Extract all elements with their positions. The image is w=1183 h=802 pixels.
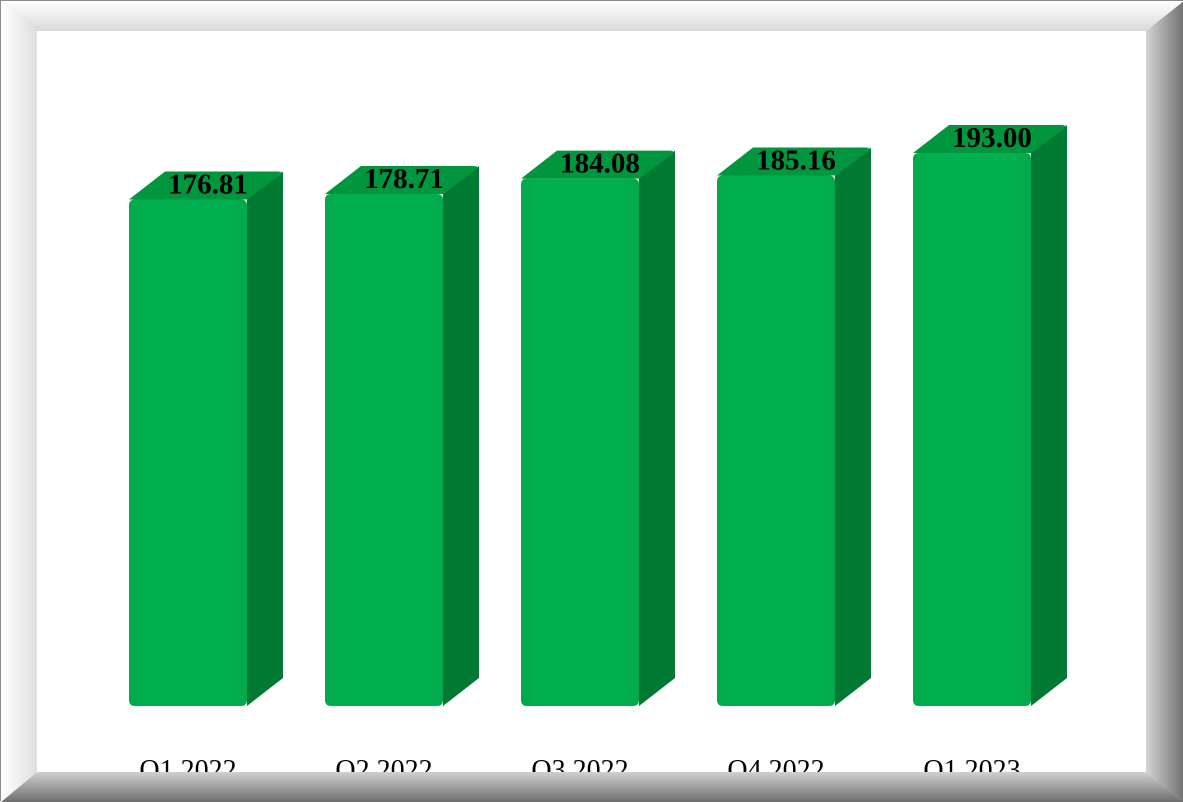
category-label: Q2 2022 bbox=[335, 755, 432, 772]
bar-top bbox=[913, 125, 1066, 154]
category-label: Q4 2022 bbox=[727, 755, 824, 772]
category-label: Q1 2022 bbox=[139, 755, 236, 772]
bar-top bbox=[717, 147, 870, 176]
bar bbox=[129, 171, 283, 707]
bar-side bbox=[1031, 125, 1067, 707]
bar bbox=[913, 125, 1067, 707]
bar bbox=[325, 165, 479, 706]
bar-top bbox=[129, 171, 282, 200]
bar-side bbox=[247, 171, 283, 707]
bar bbox=[717, 147, 871, 706]
category-label: Q3 2022 bbox=[531, 755, 628, 772]
value-label: 185.16 bbox=[756, 145, 836, 177]
bar-side bbox=[639, 150, 675, 706]
bar-chart: 176.81 178.71 184.08 185.16 193.00 Q1 2022 Q2… bbox=[129, 122, 1067, 772]
bar-front bbox=[717, 175, 835, 706]
bar bbox=[521, 150, 675, 707]
bar-front bbox=[325, 193, 443, 706]
category-label: Q1 2023 bbox=[923, 755, 1020, 772]
value-label: 184.08 bbox=[560, 148, 640, 180]
value-label: 176.81 bbox=[168, 168, 248, 200]
bar-side bbox=[443, 165, 479, 706]
bar-top bbox=[521, 150, 674, 179]
value-label: 178.71 bbox=[364, 163, 444, 195]
bar-front bbox=[521, 178, 639, 707]
bar-front bbox=[913, 153, 1031, 706]
plot-area: 176.81 178.71 184.08 185.16 193.00 Q1 2022 Q2… bbox=[37, 31, 1146, 772]
value-label: 193.00 bbox=[952, 122, 1032, 154]
bar-top bbox=[325, 165, 478, 194]
bar-front bbox=[129, 199, 247, 707]
bar-side bbox=[835, 147, 871, 706]
